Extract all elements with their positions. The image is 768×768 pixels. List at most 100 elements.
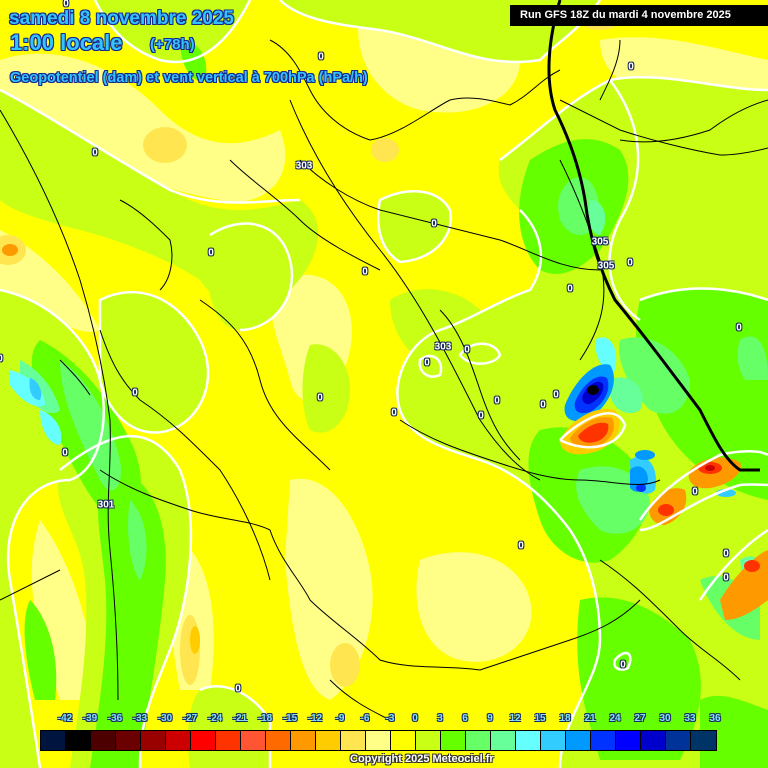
zero-contour-label: 0 xyxy=(620,659,626,671)
zero-contour-label: 0 xyxy=(494,395,500,407)
parameter-title: Geopotentiel (dam) et vent vertical à 70… xyxy=(10,70,368,86)
forecast-time: 1:00 locale xyxy=(10,30,123,55)
colorbar-tick-label: -3 xyxy=(385,713,395,724)
colorbar-tick-labels: -42 -39 -36 -33 -30 -27 -24 -21 -18 -15 -12 -9 -6 -3 0… xyxy=(40,713,740,727)
colorbar-swatch xyxy=(391,731,416,750)
zero-contour-label: 0 xyxy=(627,257,633,269)
colorbar-swatch xyxy=(641,731,666,750)
colorbar-tick-label: -18 xyxy=(257,713,273,724)
zero-contour-label: 0 xyxy=(362,266,368,278)
colorbar-tick-label: -27 xyxy=(182,713,198,724)
strong-updraft-core xyxy=(564,364,736,497)
coastlines xyxy=(59,39,768,396)
colorbar-tick-label: -33 xyxy=(132,713,148,724)
colorbar-swatch xyxy=(441,731,466,750)
colorbar-tick-label: -39 xyxy=(82,713,98,724)
zero-contour-label: 0 xyxy=(235,683,241,695)
colorbar-swatch xyxy=(216,731,241,750)
zero-contour-label: 0 xyxy=(628,61,634,73)
colorbar-tick-label: 0 xyxy=(412,713,418,724)
colorbar-swatch xyxy=(591,731,616,750)
colorbar-tick-label: 18 xyxy=(559,713,571,724)
colorbar-tick-label: 3 xyxy=(437,713,443,724)
colorbar-swatch xyxy=(666,731,691,750)
colorbar-swatch xyxy=(516,731,541,750)
colorbar-swatch xyxy=(416,731,441,750)
zero-contour-label: 0 xyxy=(540,399,546,411)
colorbar-tick-label: -9 xyxy=(335,713,345,724)
colorbar-swatch xyxy=(566,731,591,750)
geopotential-contour-label: 305 xyxy=(591,236,609,248)
colorbar-swatch xyxy=(491,731,516,750)
geopotential-contour-label: 301 xyxy=(97,499,115,511)
zero-contour-label: 0 xyxy=(92,147,98,159)
zero-contour-label: 0 xyxy=(317,392,323,404)
colorbar-tick-label: -12 xyxy=(307,713,323,724)
colorbar-tick-label: 9 xyxy=(487,713,493,724)
colorbar-swatch xyxy=(191,731,216,750)
colorbar-swatch xyxy=(291,731,316,750)
colorbar-swatch xyxy=(691,731,716,750)
geopotential-contour-label: 305 xyxy=(597,260,615,272)
colorbar-swatch xyxy=(116,731,141,750)
colorbar-tick-label: -21 xyxy=(232,713,248,724)
model-run-label: Run GFS 18Z du mardi 4 novembre 2025 xyxy=(520,9,731,21)
country-borders xyxy=(0,39,741,721)
zero-contour-label: 0 xyxy=(464,344,470,356)
colorbar-tick-label: 15 xyxy=(534,713,546,724)
colorbar-tick-label: 12 xyxy=(509,713,521,724)
zero-contour-label: 0 xyxy=(132,387,138,399)
colorbar-tick-label: 21 xyxy=(584,713,596,724)
colorbar-tick-label: -6 xyxy=(360,713,370,724)
colorbar-tick-label: 30 xyxy=(659,713,671,724)
colorbar-swatch xyxy=(91,731,116,750)
zero-contour-label: 0 xyxy=(63,0,69,10)
colorbar-swatch xyxy=(366,731,391,750)
colorbar-tick-label: 27 xyxy=(634,713,646,724)
colorbar-tick-label: -36 xyxy=(107,713,123,724)
zero-contour-label: 0 xyxy=(736,322,742,334)
colorbar-swatch xyxy=(166,731,191,750)
colorbar-tick-label: -30 xyxy=(157,713,173,724)
zero-contour-label: 0 xyxy=(62,447,68,459)
colorbar-tick-label: 36 xyxy=(709,713,721,724)
colorbar-swatch xyxy=(66,731,91,750)
geopotential-contour-label: 303 xyxy=(295,160,313,172)
zero-contour-label: 0 xyxy=(723,548,729,560)
colorbar-legend xyxy=(40,730,717,751)
colorbar-swatch xyxy=(41,731,66,750)
colorbar-tick-label: 6 xyxy=(462,713,468,724)
colorbar-swatch xyxy=(466,731,491,750)
zero-contour-label: 0 xyxy=(478,410,484,422)
front-lines xyxy=(0,0,760,701)
zero-contour-label: 0 xyxy=(318,51,324,63)
colorbar-swatch xyxy=(141,731,166,750)
colorbar-swatch xyxy=(616,731,641,750)
colorbar-tick-label: -15 xyxy=(282,713,298,724)
colorbar-tick-label: -24 xyxy=(207,713,223,724)
zero-contour-label: 0 xyxy=(518,540,524,552)
colorbar-tick-label: -42 xyxy=(57,713,73,724)
zero-contour-label: 0 xyxy=(723,572,729,584)
zero-contour-label: 0 xyxy=(391,407,397,419)
zero-contour-label: 0 xyxy=(567,283,573,295)
colorbar-swatch xyxy=(316,731,341,750)
colorbar-tick-label: 24 xyxy=(609,713,621,724)
colorbar-swatch xyxy=(266,731,291,750)
model-run-banner: Run GFS 18Z du mardi 4 novembre 2025 xyxy=(510,5,768,26)
zero-contour-label: 0 xyxy=(692,486,698,498)
zero-contour-label: 0 xyxy=(0,354,3,365)
zero-contour-label: 0 xyxy=(208,247,214,259)
zero-contour-label: 0 xyxy=(431,218,437,230)
colorbar-swatch xyxy=(541,731,566,750)
geopotential-contour-label: 303 xyxy=(434,341,452,353)
colorbar-swatch xyxy=(341,731,366,750)
zero-contour-label: 0 xyxy=(424,357,430,369)
copyright-notice: Copyright 2025 Meteociel.fr xyxy=(350,753,494,765)
forecast-date: samedi 8 novembre 2025 xyxy=(9,8,234,29)
zero-contour-label: 0 xyxy=(553,389,559,401)
strong-downdraft-cores xyxy=(560,409,768,620)
colorbar-tick-label: 33 xyxy=(684,713,696,724)
